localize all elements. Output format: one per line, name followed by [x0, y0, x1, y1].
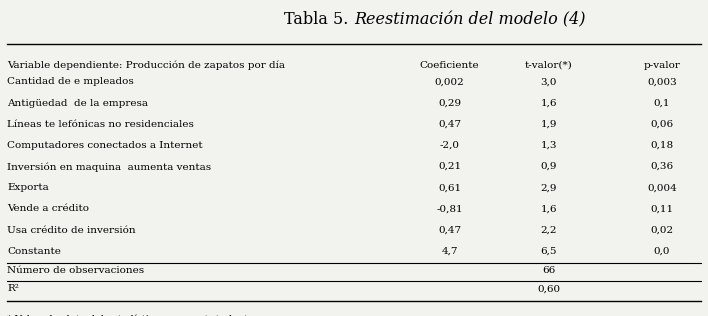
Text: 0,21: 0,21	[438, 162, 461, 171]
Text: 0,60: 0,60	[537, 284, 560, 293]
Text: 1,6: 1,6	[540, 99, 557, 107]
Text: Usa crédito de inversión: Usa crédito de inversión	[7, 226, 136, 234]
Text: p-valor: p-valor	[644, 61, 680, 70]
Text: 1,3: 1,3	[540, 141, 557, 150]
Text: Vende a crédito: Vende a crédito	[7, 204, 89, 213]
Text: Inversión en maquina  aumenta ventas: Inversión en maquina aumenta ventas	[7, 162, 211, 172]
Text: 0,11: 0,11	[651, 204, 673, 213]
Text: Exporta: Exporta	[7, 183, 49, 192]
Text: -0,81: -0,81	[436, 204, 463, 213]
Text: 0,1: 0,1	[653, 99, 670, 107]
Text: 0,06: 0,06	[651, 120, 673, 129]
Text: 2,9: 2,9	[540, 183, 557, 192]
Text: Número de observaciones: Número de observaciones	[7, 266, 144, 275]
Text: 2,2: 2,2	[540, 226, 557, 234]
Text: 1,6: 1,6	[540, 204, 557, 213]
Text: 1,9: 1,9	[540, 120, 557, 129]
Text: 0,0: 0,0	[653, 247, 670, 256]
Text: Coeficiente: Coeficiente	[420, 61, 479, 70]
Text: 0,002: 0,002	[435, 77, 464, 86]
Text: 0,004: 0,004	[647, 183, 677, 192]
Text: * Valor absoluto del estadístico: * Valor absoluto del estadístico	[7, 315, 164, 316]
Text: .: .	[242, 315, 245, 316]
Text: 0,02: 0,02	[651, 226, 673, 234]
Text: 0,47: 0,47	[438, 120, 461, 129]
Text: 0,003: 0,003	[647, 77, 677, 86]
Text: Tabla 5.: Tabla 5.	[285, 11, 354, 28]
Text: 0,9: 0,9	[540, 162, 557, 171]
Text: Reestimación del modelo (4): Reestimación del modelo (4)	[354, 11, 586, 28]
Text: 0,61: 0,61	[438, 183, 461, 192]
Text: 66: 66	[542, 266, 555, 275]
Text: 3,0: 3,0	[540, 77, 557, 86]
Text: Líneas te lefónicas no residenciales: Líneas te lefónicas no residenciales	[7, 120, 194, 129]
Text: 0,47: 0,47	[438, 226, 461, 234]
Text: Variable dependiente: Producción de zapatos por día: Variable dependiente: Producción de zapa…	[7, 61, 285, 70]
Text: 0,36: 0,36	[651, 162, 673, 171]
Text: Computadores conectados a Internet: Computadores conectados a Internet	[7, 141, 202, 150]
Text: -2,0: -2,0	[440, 141, 459, 150]
Text: 0,18: 0,18	[651, 141, 673, 150]
Text: t-student: t-student	[204, 315, 249, 316]
Text: R²: R²	[7, 284, 19, 293]
Text: 6,5: 6,5	[540, 247, 557, 256]
Text: Antigüedad  de la empresa: Antigüedad de la empresa	[7, 99, 148, 107]
Text: t-valor(*): t-valor(*)	[525, 61, 573, 70]
Text: 4,7: 4,7	[441, 247, 458, 256]
Text: Cantidad de e mpleados: Cantidad de e mpleados	[7, 77, 134, 86]
Text: 0,29: 0,29	[438, 99, 461, 107]
Text: Constante: Constante	[7, 247, 61, 256]
